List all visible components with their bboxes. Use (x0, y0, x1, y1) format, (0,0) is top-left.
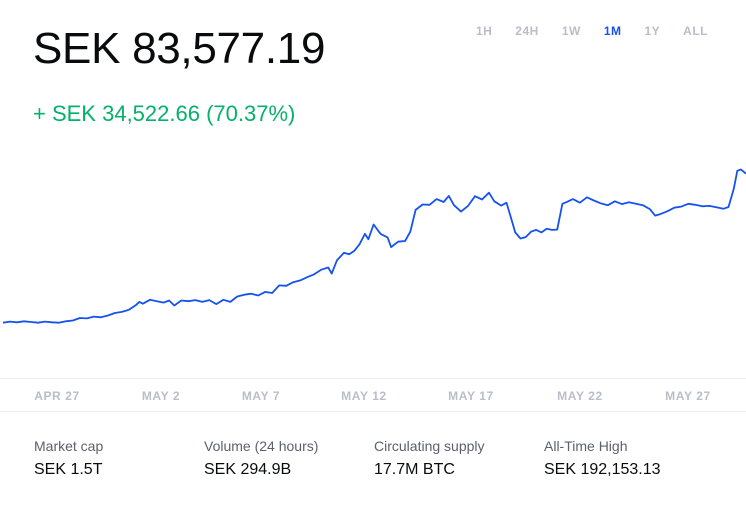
stat-all-time-high: All-Time High SEK 192,153.13 (544, 438, 661, 479)
stat-label: Volume (24 hours) (204, 438, 319, 454)
range-1h-button[interactable]: 1H (475, 24, 493, 38)
x-tick-label: APR 27 (34, 389, 80, 403)
price-change: + SEK 34,522.66 (70.37%) (33, 101, 296, 126)
range-1m-button[interactable]: 1M (603, 24, 622, 38)
stat-value: SEK 192,153.13 (544, 461, 661, 478)
stat-value: 17.7M BTC (374, 461, 455, 478)
price-series-line (2, 168, 746, 324)
range-1w-button[interactable]: 1W (561, 24, 581, 38)
x-tick-label: MAY 2 (141, 389, 181, 403)
current-price: SEK 83,577.19 (33, 24, 326, 73)
time-range-selector: 1H 24H 1W 1M 1Y ALL (453, 24, 708, 38)
x-tick-label: MAY 22 (557, 389, 603, 403)
stat-value: SEK 294.9B (204, 461, 292, 478)
stat-circulating-supply: Circulating supply 17.7M BTC (374, 438, 485, 479)
x-tick-label: MAY 27 (665, 389, 711, 403)
stat-value: SEK 1.5T (34, 461, 103, 478)
stat-label: Market cap (34, 438, 104, 454)
price-line-chart[interactable] (0, 140, 746, 380)
range-24h-button[interactable]: 24H (515, 24, 539, 38)
range-all-button[interactable]: ALL (683, 24, 708, 38)
stats-row: Market cap SEK 1.5T Volume (24 hours) SE… (0, 438, 746, 488)
stat-volume: Volume (24 hours) SEK 294.9B (204, 438, 318, 479)
range-1y-button[interactable]: 1Y (644, 24, 661, 38)
stat-label: All-Time High (544, 438, 628, 454)
x-axis: APR 27 MAY 2 MAY 7 MAY 12 MAY 17 MAY 22 MAY 27 (0, 378, 746, 412)
x-tick-label: MAY 17 (448, 389, 494, 403)
stat-market-cap: Market cap SEK 1.5T (34, 438, 103, 479)
stat-label: Circulating supply (374, 438, 485, 454)
x-tick-label: MAY 12 (341, 389, 387, 403)
x-tick-label: MAY 7 (241, 389, 281, 403)
